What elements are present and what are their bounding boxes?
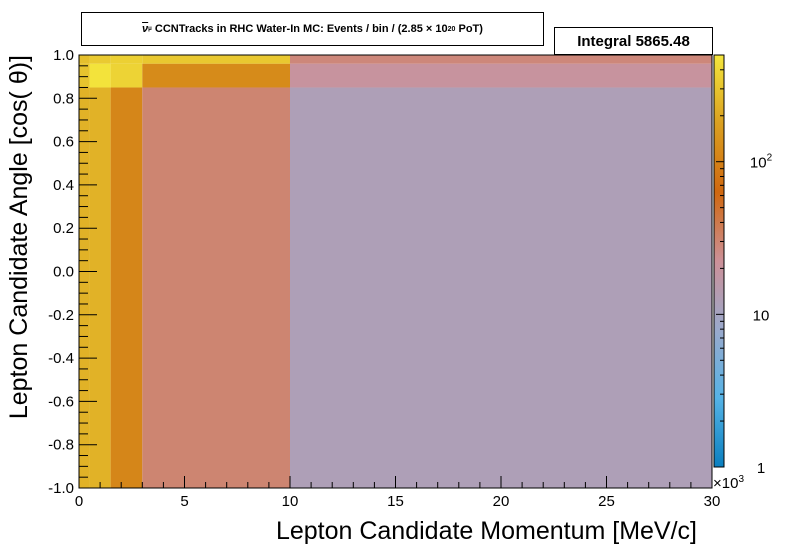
title-exp-power: 20: [447, 25, 456, 33]
x-tick-label: 25: [598, 493, 615, 510]
y-tick-label: 1.0: [53, 47, 74, 64]
y-tick-label: -1.0: [48, 480, 74, 497]
title-exp-base: 10: [435, 23, 448, 35]
heatmap-cell: [290, 55, 712, 64]
y-tick-label: -0.6: [48, 393, 74, 410]
heatmap-cell: [89, 55, 111, 64]
heatmap-cell: [110, 63, 143, 88]
heatmap-cell: [290, 63, 712, 88]
colorbar-gradient: [714, 55, 724, 467]
heatmap-cell: [89, 63, 111, 88]
x-multiplier-power: 3: [738, 474, 744, 485]
x-tick-label: 0: [75, 493, 83, 510]
x-axis-title: Lepton Candidate Momentum [MeV/c]: [276, 517, 697, 544]
title-suffix: PoT): [458, 23, 483, 35]
heatmap-cell: [79, 63, 90, 88]
stats-label: Integral: [577, 32, 632, 50]
y-tick-label: 0.6: [53, 134, 74, 151]
colorbar: 1 10 102: [713, 54, 773, 477]
heatmap-cells: [79, 55, 712, 488]
colorbar-tick-label: 102: [750, 153, 773, 172]
y-axis-ticks: -1.0 -0.8 -0.6 -0.4 -0.2 0.0 0.2 0.4 0.6 0.8 1.0: [48, 47, 97, 497]
x-tick-label: 5: [180, 493, 188, 510]
y-tick-label: -0.2: [48, 307, 74, 324]
heatmap-cell: [142, 87, 290, 488]
x-multiplier: ×103: [713, 474, 744, 492]
mu-subscript: μ: [148, 26, 152, 32]
stats-value: 5865.48: [635, 32, 690, 50]
x-tick-label: 15: [387, 493, 404, 510]
x-tick-label: 20: [493, 493, 510, 510]
y-tick-label: 0.2: [53, 220, 74, 237]
y-tick-label: -0.4: [48, 350, 74, 367]
title-text: CCNTracks in RHC Water-In MC: Events / b…: [154, 23, 433, 35]
stats-box: Integral 5865.48: [554, 27, 713, 55]
heatmap-cell: [142, 55, 290, 64]
y-tick-label: 0.4: [53, 177, 74, 194]
y-tick-label: 0.0: [53, 264, 74, 281]
heatmap-cell: [79, 55, 90, 64]
heatmap-cell: [79, 87, 90, 488]
y-tick-label: 0.8: [53, 90, 74, 107]
heatmap-cell: [110, 87, 143, 488]
x-axis-ticks: 0 5 10 15 20 25 30: [75, 476, 721, 510]
heatmap-cell: [89, 87, 111, 488]
heatmap-cell: [110, 55, 143, 64]
colorbar-tick-exponent: 2: [767, 153, 773, 164]
colorbar-tick-label: 10: [753, 307, 770, 324]
y-axis-title: Lepton Candidate Angle [cos( θ)]: [5, 55, 33, 419]
nu-bar-symbol: ν: [142, 23, 149, 35]
y-tick-label: -0.8: [48, 437, 74, 454]
x-tick-label: 10: [282, 493, 299, 510]
x-multiplier-base: ×10: [713, 475, 738, 492]
colorbar-tick-label: 1: [757, 460, 765, 477]
heatmap-cell: [290, 87, 712, 488]
heatmap-cell: [142, 63, 290, 88]
x-tick-label: 30: [704, 493, 721, 510]
